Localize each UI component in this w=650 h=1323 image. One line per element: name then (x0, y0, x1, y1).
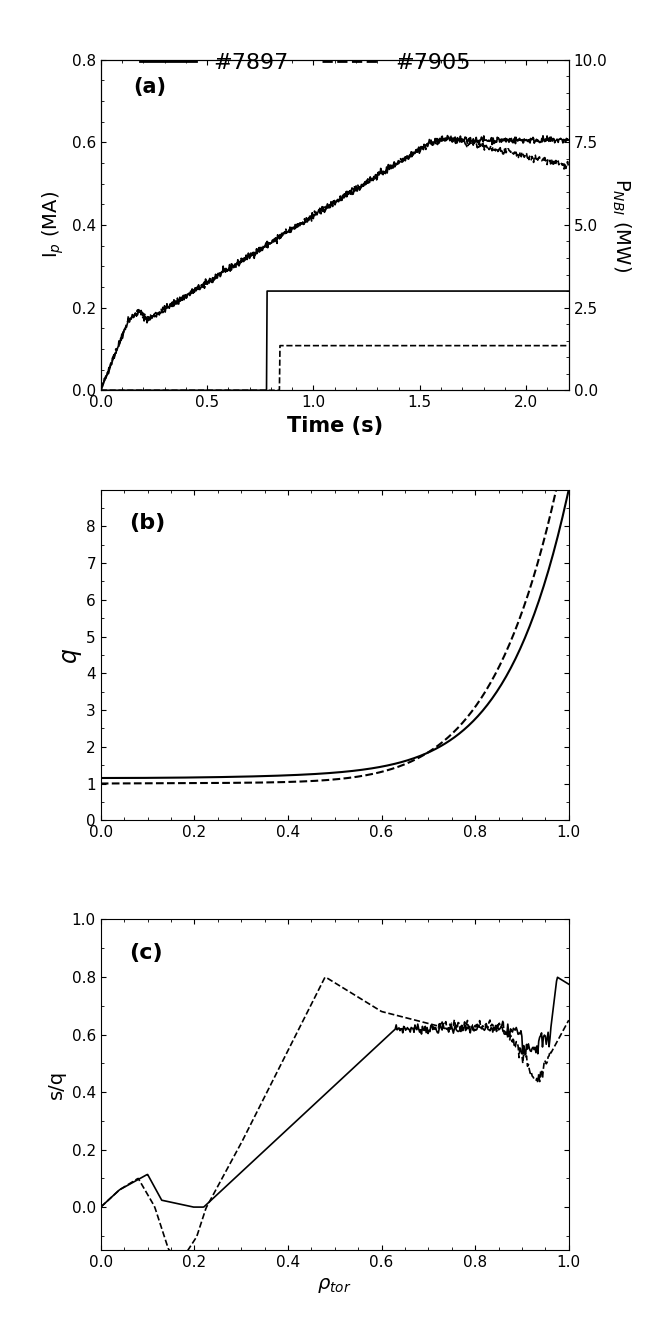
Text: (c): (c) (129, 943, 162, 963)
Y-axis label: I$_p$ (MA): I$_p$ (MA) (40, 192, 66, 258)
Y-axis label: s/q: s/q (47, 1070, 66, 1099)
Text: (a): (a) (133, 77, 166, 97)
Y-axis label: q: q (57, 647, 81, 663)
Legend: #7897, #7905: #7897, #7905 (131, 44, 480, 82)
Text: (b): (b) (129, 513, 165, 533)
X-axis label: ρ$_{tor}$: ρ$_{tor}$ (317, 1275, 352, 1295)
Y-axis label: P$_{NBI}$ (MW): P$_{NBI}$ (MW) (610, 177, 632, 273)
X-axis label: Time (s): Time (s) (287, 415, 383, 435)
